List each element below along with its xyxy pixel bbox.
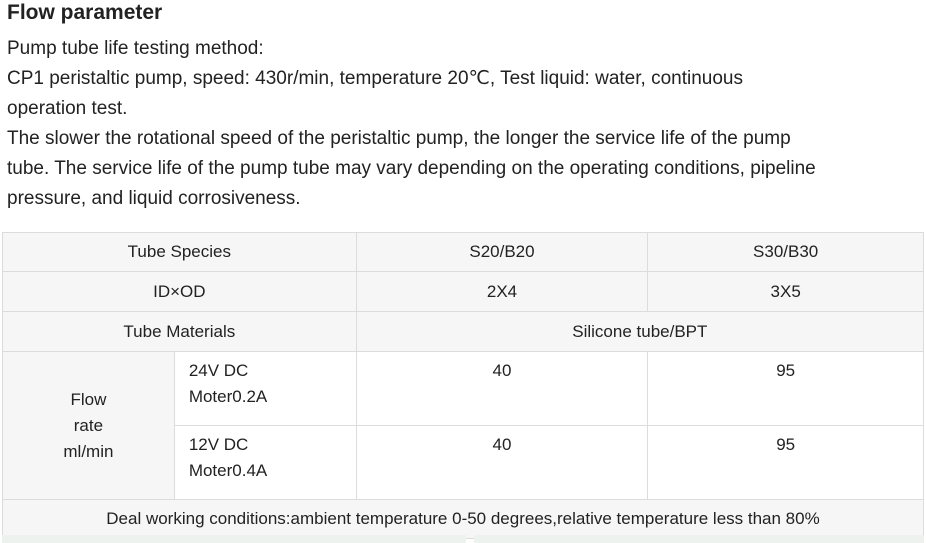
flow-label-line: rate [73, 415, 104, 435]
id-od-s20: 2X4 [355, 271, 649, 312]
voltage-label: 12V DC [188, 435, 249, 454]
paragraph-line: The slower the rotational speed of the p… [7, 128, 791, 149]
tube-species-label: Tube Species [2, 232, 357, 272]
flow-label-line: ml/min [63, 441, 114, 461]
table-row-tube-species: Tube Species S20/B20 S30/B30 [2, 232, 924, 272]
paragraph-line: CP1 peristaltic pump, speed: 430r/min, t… [7, 68, 743, 89]
id-od-s30: 3X5 [647, 271, 924, 312]
materials-label: Tube Materials [2, 311, 357, 352]
paragraph-line: Pump tube life testing method: [7, 38, 264, 59]
paragraph-line: pressure, and liquid corrosiveness. [7, 188, 301, 209]
voltage-cell: 12V DC Moter0.4A [173, 425, 357, 500]
flow-value-s30: 95 [647, 351, 924, 426]
table-row-id-od: ID×OD 2X4 3X5 [2, 271, 924, 312]
flow-value-s20: 40 [355, 425, 649, 500]
id-od-label: ID×OD [2, 271, 357, 312]
flow-rate-label: Flow rate ml/min [2, 351, 175, 500]
materials-value: Silicone tube/BPT [355, 311, 925, 352]
table-row-flow-12v: 12V DC Moter0.4A 40 95 [3, 425, 924, 500]
flow-value-s30: 95 [647, 425, 924, 500]
voltage-cell: 24V DC Moter0.2A [173, 351, 357, 426]
table-row-conditions: Deal working conditions:ambient temperat… [2, 499, 924, 539]
paragraph-line: tube. The service life of the pump tube … [7, 158, 816, 179]
motor-label: Moter0.2A [188, 387, 268, 406]
flow-parameter-table: Tube Species S20/B20 S30/B30 ID×OD 2X4 3… [2, 232, 925, 539]
paragraph-line: operation test. [7, 98, 128, 119]
flow-value-s20: 40 [355, 351, 649, 426]
tube-species-s30: S30/B30 [647, 232, 924, 272]
image-strip-right [474, 535, 924, 543]
tube-species-s20: S20/B20 [355, 232, 649, 272]
table-row-flow-24v: Flow rate ml/min 24V DC Moter0.2A 40 95 [2, 351, 924, 500]
table-row-materials: Tube Materials Silicone tube/BPT [2, 311, 925, 352]
motor-label: Moter0.4A [188, 461, 268, 480]
working-conditions-note: Deal working conditions:ambient temperat… [2, 499, 924, 539]
image-strip-left [2, 535, 466, 543]
voltage-label: 24V DC [188, 361, 249, 380]
flow-label-line: Flow [70, 389, 107, 409]
section-heading: Flow parameter [7, 1, 163, 24]
